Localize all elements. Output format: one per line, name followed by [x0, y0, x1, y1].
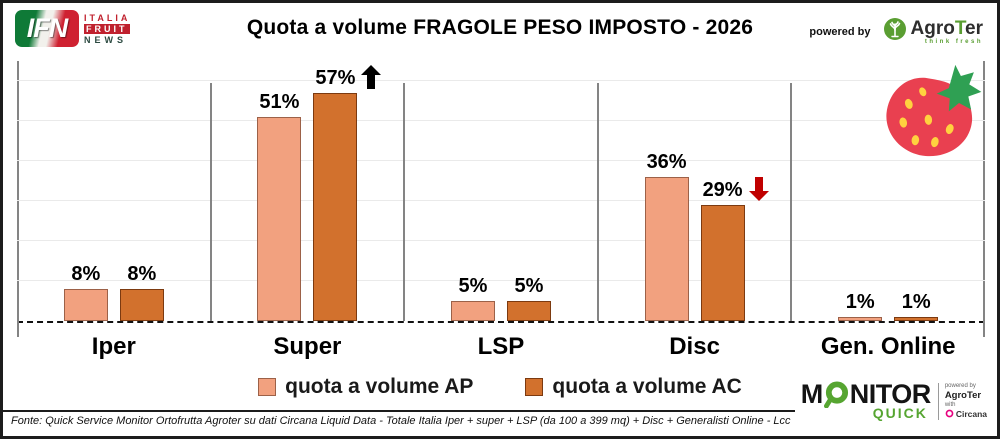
category-separator	[209, 83, 212, 321]
ifn-fruit-label: FRUIT	[84, 23, 131, 34]
ifn-wordmark: ITALIA FRUIT NEWS	[84, 12, 131, 45]
bar-value-label: 5%	[458, 275, 488, 297]
mq-with-label: with	[944, 401, 956, 408]
agroter-wordmark: AgroTer think fresh	[911, 19, 984, 45]
page-title: Quota a volume FRAGOLE PESO IMPOSTO - 20…	[246, 16, 754, 39]
category-separator	[596, 83, 599, 321]
legend-swatch	[525, 378, 544, 396]
bar-group: 36% 29%	[598, 61, 792, 321]
quick-label: QUICK	[872, 405, 928, 421]
legend-label: quota a volume AP	[285, 375, 474, 398]
category-axis: Iper Super LSP Disc Gen. Online	[17, 333, 985, 361]
category-label: Disc	[669, 333, 720, 360]
bar	[700, 205, 745, 321]
bar-value-label: 8%	[127, 263, 157, 285]
source-note: Fonte: Quick Service Monitor Ortofrutta …	[11, 415, 791, 427]
monitor-quick-wordmark: M NITOR QUICK	[800, 379, 932, 422]
legend-item: quota a volume AC	[525, 375, 742, 399]
bar-column: 8%	[63, 263, 108, 321]
agroter-tree-icon	[883, 17, 907, 46]
grid-line	[17, 160, 985, 161]
bar-group: 8% 8%	[17, 61, 211, 321]
bar-group: 5% 5%	[404, 61, 598, 321]
bar-group: 51% 57%	[211, 61, 405, 321]
trend-arrow-up-icon	[361, 65, 382, 93]
grid-line	[17, 280, 985, 281]
monitor-label-pre: M	[800, 379, 824, 409]
ifn-badge: IFN	[15, 10, 79, 47]
bar-value-label: 1%	[845, 291, 875, 313]
monitor-quick-logo: M NITOR QUICK powered by AgroTer with Ci…	[794, 379, 989, 423]
bar-column: 57%	[313, 65, 382, 321]
bar	[257, 117, 302, 321]
grid-line	[17, 80, 985, 81]
category-label: Super	[273, 333, 342, 360]
bar-groups: 8% 8% 51% 57% 5% 5% 36% 29% 1% 1%	[17, 61, 985, 321]
bar-column: 36%	[644, 151, 689, 321]
bar	[894, 317, 939, 321]
bar-column: 1%	[838, 291, 883, 321]
legend: quota a volume AP quota a volume AC	[3, 375, 997, 399]
mq-circana-label: Circana	[945, 409, 987, 420]
ifn-logo: IFN ITALIA FRUIT NEWS	[15, 10, 131, 47]
powered-by-block: powered by	[809, 17, 983, 46]
bar-value-label: 1%	[901, 291, 931, 313]
category-separator	[403, 83, 406, 321]
category-label: LSP	[477, 333, 525, 360]
bar-column: 8%	[119, 263, 164, 321]
mq-powered-by-label: powered by	[944, 382, 976, 389]
grid-line	[17, 200, 985, 201]
bar	[506, 301, 551, 321]
mq-agroter-label: AgroTer	[944, 389, 982, 401]
bar	[313, 93, 358, 321]
header: IFN ITALIA FRUIT NEWS Quota a volume FRA…	[3, 7, 997, 59]
legend-swatch	[258, 378, 277, 396]
plot-right-border	[983, 61, 985, 337]
bar-column: 29%	[700, 177, 769, 321]
trend-arrow-down-icon	[748, 177, 769, 205]
bar-column: 1%	[894, 291, 939, 321]
bar	[119, 289, 164, 321]
bar-value-label: 57%	[315, 65, 382, 89]
bar-value-label: 51%	[259, 91, 300, 113]
grid-line	[17, 120, 985, 121]
bar-group: 1% 1%	[791, 61, 985, 321]
bar	[644, 177, 689, 321]
plot-area: 8% 8% 51% 57% 5% 5% 36% 29% 1% 1%	[17, 61, 985, 337]
category-label: Gen. Online	[820, 333, 956, 360]
legend-label: quota a volume AC	[552, 375, 742, 398]
bar	[838, 317, 883, 321]
bar-column: 51%	[257, 91, 302, 321]
ifn-italia-label: ITALIA	[84, 12, 131, 23]
footer-divider	[3, 410, 829, 412]
ifn-news-label: NEWS	[84, 34, 127, 45]
legend-item: quota a volume AP	[258, 375, 473, 399]
bar-column: 5%	[450, 275, 495, 321]
bar	[450, 301, 495, 321]
category-separator	[790, 83, 793, 321]
plot-left-border	[17, 61, 19, 337]
agroter-name: AgroTer	[910, 17, 984, 39]
magnifier-icon	[823, 381, 849, 408]
powered-by-label: powered by	[809, 25, 871, 38]
bar-value-label: 8%	[71, 263, 101, 285]
bar-value-label: 5%	[514, 275, 544, 297]
grid-line	[17, 240, 985, 241]
bar-column: 5%	[506, 275, 551, 321]
bar-value-label: 36%	[646, 151, 687, 173]
category-label: Iper	[91, 333, 136, 360]
monitor-quick-credits: powered by AgroTer with Circana	[937, 382, 987, 420]
bar	[63, 289, 108, 321]
agroter-tagline: think fresh	[924, 38, 983, 45]
agroter-logo: AgroTer think fresh	[883, 17, 984, 46]
circana-icon	[945, 409, 954, 420]
strawberry-icon	[877, 63, 989, 174]
monitor-label-post: NITOR	[849, 379, 932, 409]
bar-value-label: 29%	[703, 177, 769, 201]
